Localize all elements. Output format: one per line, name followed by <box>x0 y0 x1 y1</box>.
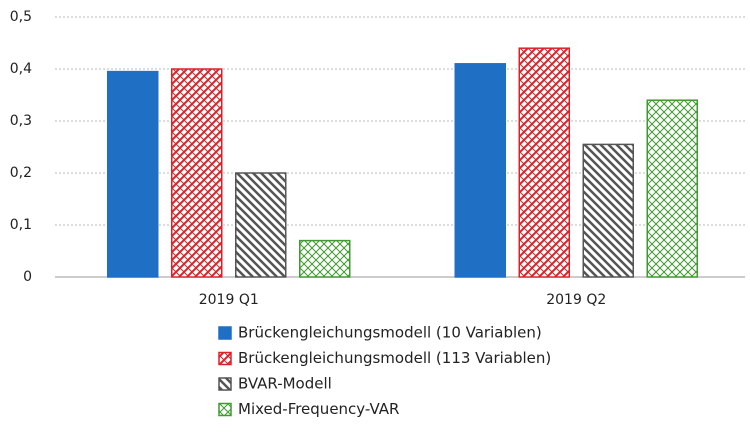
legend-swatch <box>218 377 232 391</box>
x-tick-label: 2019 Q2 <box>546 292 606 308</box>
legend-swatch <box>218 402 232 417</box>
x-tick-label: 2019 Q1 <box>199 292 259 308</box>
y-tick-label: 0 <box>23 269 32 285</box>
legend-label: BVAR-Modell <box>238 375 332 393</box>
bar <box>454 63 506 278</box>
legend-swatch <box>218 351 232 366</box>
bar <box>235 172 287 278</box>
y-tick-label: 0,1 <box>10 217 32 233</box>
legend-label: Brückengleichungsmodell (113 Variablen) <box>238 349 551 367</box>
legend-swatch <box>218 326 232 340</box>
legend-label: Mixed-Frequency-VAR <box>238 400 399 418</box>
bar <box>299 239 351 278</box>
bar <box>518 47 570 278</box>
bar <box>646 99 698 278</box>
y-tick-label: 0,4 <box>10 61 32 77</box>
bar <box>107 70 159 278</box>
y-tick-label: 0,5 <box>10 9 32 25</box>
y-tick-label: 0,2 <box>10 165 32 181</box>
bar <box>582 143 634 278</box>
legend-label: Brückengleichungsmodell (10 Variablen) <box>238 324 542 342</box>
bar <box>171 68 223 278</box>
y-tick-label: 0,3 <box>10 113 32 129</box>
